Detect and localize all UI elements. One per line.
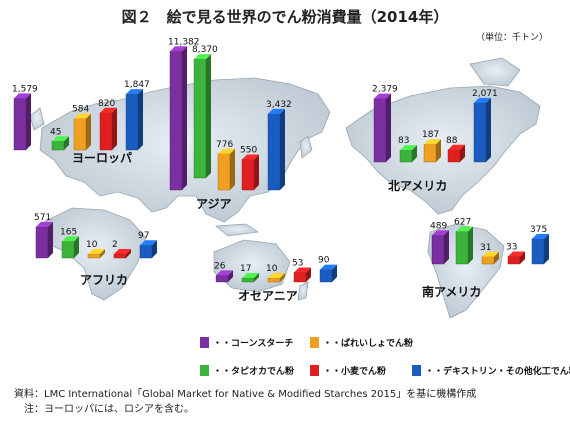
region-oceania-bar-dextrin	[319, 264, 337, 283]
region-europe-bar-dextrin	[125, 89, 143, 151]
region-south-america-value-wheat: 33	[506, 243, 517, 253]
legend-swatch-wheat	[310, 365, 319, 376]
region-north-america-bar-cornstarch	[373, 93, 391, 163]
legend-item-potato: ・・ばれいしょでん粉	[310, 336, 413, 349]
legend: ・・コーンスターチ ・・ばれいしょでん粉 ・・タピオカでん粉 ・・小麦でん粉 ・…	[200, 332, 570, 384]
legend-swatch-potato	[310, 337, 319, 348]
region-europe-label: ヨーロッパ	[72, 151, 132, 165]
region-asia-value-potato: 776	[216, 140, 233, 150]
region-asia-bar-tapioca	[193, 54, 211, 179]
region-south-america-value-cornstarch: 489	[430, 221, 447, 231]
legend-swatch-dextrin	[412, 365, 421, 376]
region-europe-value-tapioca: 45	[50, 127, 61, 137]
source-note: 資料：LMC International「Global Market for N…	[14, 389, 477, 400]
region-oceania-bar-wheat	[293, 267, 311, 283]
region-north-america-value-dextrin: 2,071	[472, 89, 498, 99]
greenland-shape	[469, 57, 521, 87]
region-africa-bar-dextrin	[139, 240, 157, 259]
region-africa-value-wheat: 2	[112, 240, 118, 250]
region-africa-bar-potato	[87, 249, 105, 259]
footnote: 注：ヨーロッパには、ロシアを含む。	[14, 404, 194, 415]
legend-label-wheat: ・・小麦でん粉	[323, 367, 387, 377]
region-north-america-bar-potato	[423, 139, 441, 163]
region-south-america-value-potato: 31	[480, 243, 491, 253]
region-oceania-label: オセアニア	[238, 289, 298, 303]
region-europe-value-potato: 584	[72, 105, 89, 115]
region-asia-label: アジア	[196, 197, 232, 211]
region-north-america-bar-dextrin	[473, 97, 491, 163]
north-america-shape	[345, 85, 541, 215]
notes: 資料：LMC International「Global Market for N…	[14, 387, 476, 417]
region-europe-bar-tapioca	[51, 136, 69, 151]
region-europe-value-wheat: 820	[98, 99, 115, 109]
region-asia-bar-cornstarch	[169, 46, 187, 191]
region-north-america-label: 北アメリカ	[388, 178, 447, 193]
legend-label-dextrin: ・・デキストリン・その他化工でん粉	[425, 367, 570, 377]
region-europe-bar-potato	[73, 113, 91, 151]
legend-swatch-cornstarch	[200, 337, 209, 348]
indonesia-shape	[214, 223, 260, 237]
region-oceania-value-tapioca: 17	[240, 264, 251, 274]
legend-label-potato: ・・ばれいしょでん粉	[323, 339, 414, 349]
region-africa-value-dextrin: 97	[138, 231, 149, 241]
region-oceania-bar-tapioca	[241, 273, 259, 283]
region-africa-bar-cornstarch	[35, 221, 53, 259]
region-africa-value-tapioca: 165	[60, 227, 77, 237]
region-north-america-bar-tapioca	[399, 145, 417, 163]
region-oceania-value-wheat: 53	[292, 259, 303, 269]
region-oceania-bar-cornstarch	[215, 270, 233, 283]
japan-shape	[299, 135, 313, 159]
legend-item-tapioca: ・・タピオカでん粉	[200, 364, 294, 377]
region-oceania-bar-potato	[267, 273, 285, 283]
region-asia-bar-potato	[217, 148, 235, 191]
legend-label-tapioca: ・・タピオカでん粉	[213, 367, 295, 377]
region-south-america-value-dextrin: 375	[530, 225, 547, 235]
region-asia-value-wheat: 550	[240, 146, 257, 156]
region-oceania-value-potato: 10	[266, 264, 278, 274]
legend-item-dextrin: ・・デキストリン・その他化工でん粉	[412, 364, 570, 377]
region-asia-bar-wheat	[241, 154, 259, 191]
region-africa-bar-wheat	[113, 249, 131, 259]
region-north-america-bar-wheat	[447, 144, 465, 163]
chart-title: 図２ 絵で見る世界のでん粉消費量（2014年）	[121, 8, 449, 26]
region-asia-value-cornstarch: 11,382	[168, 37, 200, 47]
region-north-america-value-cornstarch: 2,379	[372, 85, 398, 95]
region-south-america-label: 南アメリカ	[422, 284, 481, 299]
region-north-america-value-potato: 187	[422, 130, 439, 140]
region-africa-value-cornstarch: 571	[34, 213, 51, 223]
region-europe-bar-wheat	[99, 107, 117, 151]
region-europe-value-dextrin: 1,847	[124, 80, 150, 90]
legend-item-wheat: ・・小麦でん粉	[310, 364, 386, 377]
region-north-america-value-wheat: 88	[446, 136, 458, 146]
region-south-america-bar-cornstarch	[431, 230, 449, 265]
region-africa-bar-tapioca	[61, 236, 79, 259]
region-asia-value-tapioca: 8,370	[192, 45, 218, 55]
region-south-america-bar-wheat	[507, 251, 525, 265]
region-africa-label: アフリカ	[80, 273, 128, 287]
region-north-america-value-tapioca: 83	[398, 136, 409, 146]
legend-label-cornstarch: ・・コーンスターチ	[213, 339, 294, 349]
region-oceania-value-cornstarch: 26	[214, 261, 226, 271]
region-asia-bar-dextrin	[267, 108, 285, 191]
region-south-america-bar-dextrin	[531, 233, 549, 265]
new-zealand-shape	[297, 281, 309, 301]
region-europe-bar-cornstarch	[13, 93, 31, 151]
legend-swatch-tapioca	[200, 365, 209, 376]
region-asia-value-dextrin: 3,432	[266, 100, 292, 110]
legend-item-cornstarch: ・・コーンスターチ	[200, 336, 293, 349]
region-europe-value-cornstarch: 1,579	[12, 84, 38, 94]
region-oceania-value-dextrin: 90	[318, 256, 330, 266]
uk-shape	[29, 107, 45, 131]
region-south-america-bar-tapioca	[455, 226, 473, 265]
region-south-america-value-tapioca: 627	[454, 217, 471, 227]
region-south-america-bar-potato	[481, 251, 499, 265]
region-africa-value-potato: 10	[86, 240, 98, 250]
unit-label: （単位：千トン）	[475, 33, 548, 43]
